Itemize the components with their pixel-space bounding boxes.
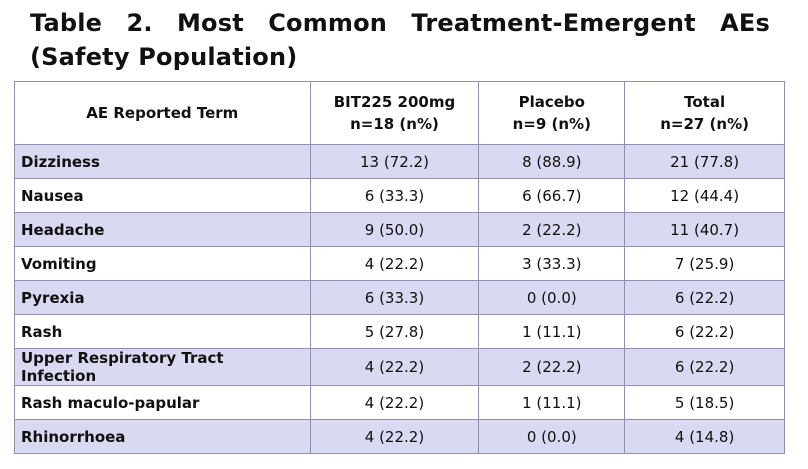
header-bit225: BIT225 200mg n=18 (n%) <box>309 81 480 145</box>
bit225-cell: 4 (22.2) <box>309 246 480 281</box>
header-row: AE Reported Term BIT225 200mg n=18 (n%) … <box>14 81 785 145</box>
bit225-cell: 4 (22.2) <box>309 419 480 454</box>
ae-term-cell: Dizziness <box>14 144 311 179</box>
ae-term-cell: Vomiting <box>14 246 311 281</box>
ae-term-cell: Rash maculo-papular <box>14 385 311 420</box>
ae-term-cell: Headache <box>14 212 311 247</box>
table-row: Upper Respiratory Tract Infection 4 (22.… <box>14 348 785 386</box>
header-bit225-label: BIT225 200mg <box>333 93 456 111</box>
bit225-cell: 4 (22.2) <box>309 348 480 386</box>
ae-term-cell: Rash <box>14 314 311 349</box>
header-total-n: n=27 (n%) <box>660 115 749 133</box>
table-title: Table 2. Most Common Treatment-Emergent … <box>30 9 770 71</box>
header-bit225-n: n=18 (n%) <box>350 115 439 133</box>
total-cell: 6 (22.2) <box>624 280 785 315</box>
total-cell: 11 (40.7) <box>624 212 785 247</box>
header-total: Total n=27 (n%) <box>624 81 785 145</box>
placebo-cell: 8 (88.9) <box>478 144 626 179</box>
total-cell: 4 (14.8) <box>624 419 785 454</box>
header-ae-term: AE Reported Term <box>14 81 311 145</box>
placebo-cell: 6 (66.7) <box>478 178 626 213</box>
total-cell: 6 (22.2) <box>624 314 785 349</box>
bit225-cell: 13 (72.2) <box>309 144 480 179</box>
table-row: Pyrexia 6 (33.3) 0 (0.0) 6 (22.2) <box>14 280 785 315</box>
table-row: Rhinorrhoea 4 (22.2) 0 (0.0) 4 (14.8) <box>14 419 785 454</box>
placebo-cell: 1 (11.1) <box>478 385 626 420</box>
placebo-cell: 3 (33.3) <box>478 246 626 281</box>
placebo-cell: 0 (0.0) <box>478 280 626 315</box>
bit225-cell: 6 (33.3) <box>309 178 480 213</box>
ae-term-cell: Upper Respiratory Tract Infection <box>14 348 311 386</box>
table-row: Rash maculo-papular 4 (22.2) 1 (11.1) 5 … <box>14 385 785 420</box>
total-cell: 7 (25.9) <box>624 246 785 281</box>
header-total-label: Total <box>684 93 726 111</box>
ae-term-cell: Nausea <box>14 178 311 213</box>
header-ae-term-label: AE Reported Term <box>86 104 239 122</box>
ae-term-cell: Rhinorrhoea <box>14 419 311 454</box>
placebo-cell: 2 (22.2) <box>478 212 626 247</box>
ae-table: AE Reported Term BIT225 200mg n=18 (n%) … <box>14 81 785 454</box>
total-cell: 5 (18.5) <box>624 385 785 420</box>
bit225-cell: 5 (27.8) <box>309 314 480 349</box>
bit225-cell: 6 (33.3) <box>309 280 480 315</box>
total-cell: 21 (77.8) <box>624 144 785 179</box>
table-row: Dizziness 13 (72.2) 8 (88.9) 21 (77.8) <box>14 144 785 179</box>
bit225-cell: 4 (22.2) <box>309 385 480 420</box>
bit225-cell: 9 (50.0) <box>309 212 480 247</box>
total-cell: 12 (44.4) <box>624 178 785 213</box>
placebo-cell: 1 (11.1) <box>478 314 626 349</box>
header-placebo-n: n=9 (n%) <box>512 115 591 133</box>
total-cell: 6 (22.2) <box>624 348 785 386</box>
table-row: Nausea 6 (33.3) 6 (66.7) 12 (44.4) <box>14 178 785 213</box>
table-row: Vomiting 4 (22.2) 3 (33.3) 7 (25.9) <box>14 246 785 281</box>
table-row: Rash 5 (27.8) 1 (11.1) 6 (22.2) <box>14 314 785 349</box>
placebo-cell: 0 (0.0) <box>478 419 626 454</box>
ae-term-cell: Pyrexia <box>14 280 311 315</box>
header-placebo: Placebo n=9 (n%) <box>478 81 626 145</box>
table-row: Headache 9 (50.0) 2 (22.2) 11 (40.7) <box>14 212 785 247</box>
header-placebo-label: Placebo <box>518 93 585 111</box>
placebo-cell: 2 (22.2) <box>478 348 626 386</box>
